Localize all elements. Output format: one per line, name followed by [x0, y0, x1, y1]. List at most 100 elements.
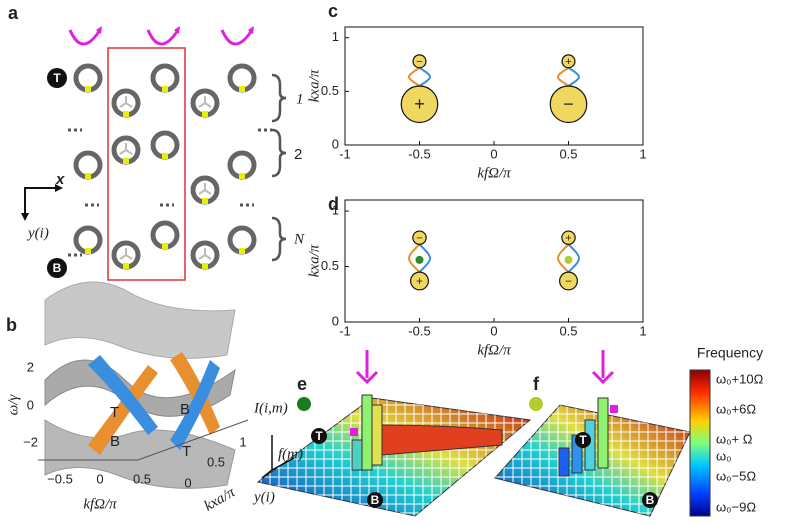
top-label: T: [579, 433, 587, 447]
x2-tick-label: 0: [184, 475, 191, 490]
panel-label: f: [533, 374, 540, 394]
y-axis-label: ω/γ: [5, 394, 21, 416]
lobe: [412, 230, 427, 245]
brace: [271, 73, 287, 262]
bottom-badge: [367, 492, 383, 508]
surface-label: B: [110, 433, 120, 450]
x-tick-label: 1: [639, 146, 646, 161]
axis-arrows: [261, 435, 295, 479]
group-label: 2: [294, 146, 302, 163]
probe-marker: [350, 428, 358, 436]
panel-label: c: [328, 1, 338, 21]
phase-mark: [119, 96, 133, 108]
x-tick-label: 0.5: [133, 471, 151, 486]
axis-arrows: [24, 187, 55, 213]
bar3d-e: [256, 350, 532, 517]
bar-tail: [381, 424, 503, 456]
coupler: [162, 86, 168, 92]
colorbar-label: ω₀+6Ω: [716, 401, 756, 416]
lobe-edge: [567, 243, 580, 273]
bar: [361, 394, 373, 471]
panel-label: e: [297, 374, 307, 394]
y-axis-label: y(i): [252, 489, 275, 505]
probe-marker: [610, 405, 618, 413]
lobe: [412, 54, 427, 69]
x2-tick-label: 1: [239, 434, 246, 449]
lobe-edge: [408, 66, 421, 87]
pump-arrow: [591, 350, 615, 385]
phase-mark: [119, 248, 133, 260]
colorbar-title: Frequency: [697, 345, 763, 361]
x-axis-label: x: [55, 171, 65, 188]
top-label: T: [315, 429, 323, 443]
lobe-edge: [418, 243, 431, 273]
x-tick-label: 0: [490, 323, 497, 338]
colorbar-label: ω₀: [716, 448, 732, 463]
panel-label: b: [6, 315, 17, 335]
bottom-label: B: [371, 493, 380, 507]
x-tick-label: -1: [339, 323, 351, 338]
coupler: [239, 173, 245, 179]
top-badge: [311, 428, 327, 444]
lobe-sign: −: [565, 276, 572, 288]
bottom-badge: [642, 492, 658, 508]
lattice: T B 1 2 N x y(i): [21, 26, 305, 281]
x-axis-label: kfΩ/π: [83, 496, 117, 512]
colorbar-label: ω₀−9Ω: [716, 499, 756, 514]
axis-arrow-head: [21, 184, 63, 221]
colorbar: [689, 369, 711, 517]
lobe-edge: [408, 243, 421, 273]
lobe: [549, 85, 588, 124]
y-tick-label: 1: [332, 29, 339, 44]
x-tick-label: 1: [639, 323, 646, 338]
bar: [558, 447, 570, 477]
pump-arrow: [355, 350, 379, 385]
x-tick-label: 0.5: [559, 323, 577, 338]
lobe-edge: [557, 66, 570, 87]
coupler: [239, 86, 245, 92]
bottom-label: B: [646, 493, 655, 507]
y-tick-label: 1: [332, 203, 339, 218]
x-axis-label: kfΩ/π: [477, 165, 511, 181]
top-badge: [575, 432, 591, 448]
coupler: [85, 173, 91, 179]
coupler: [239, 248, 245, 254]
colorbar-label: ω₀−5Ω: [716, 468, 756, 483]
coupler: [162, 153, 168, 159]
x-tick-label: −0.5: [47, 471, 73, 486]
y-axis-label: kxa/π: [306, 69, 322, 102]
x-tick-label: -0.5: [408, 323, 430, 338]
upper-band: [44, 281, 236, 359]
panel-label: a: [8, 3, 19, 23]
top-label: T: [53, 71, 61, 85]
colorbar-label: ω₀+10Ω: [716, 371, 764, 386]
lobe: [561, 230, 576, 245]
top-badge: [47, 68, 67, 88]
x-tick-label: -0.5: [408, 146, 430, 161]
x-axis-label: kfΩ/π: [477, 342, 511, 358]
group-label: 1: [296, 91, 304, 107]
pump-arrow-head: [96, 26, 254, 34]
lobe-sign: −: [563, 94, 574, 114]
state-dot: [297, 397, 311, 411]
bottom-badge: [47, 258, 67, 278]
colorbar-label: ω₀+ Ω: [716, 431, 753, 446]
lobe-edge: [557, 243, 570, 273]
bar: [597, 397, 609, 469]
state-dot: [529, 397, 543, 411]
y-tick-label: 0: [332, 136, 339, 151]
phase-mark: [198, 96, 212, 108]
plot-frame: [344, 199, 644, 323]
bar3d-f: [494, 350, 691, 517]
crossing-point: [415, 255, 424, 264]
lobe: [400, 85, 439, 124]
bottom-label: B: [53, 261, 62, 275]
panel-label: d: [328, 194, 339, 214]
coupler: [123, 158, 129, 164]
x-tick-label: 0: [96, 471, 103, 486]
lobe-sign: −: [416, 233, 422, 245]
y-axis-label: kxa/π: [306, 244, 322, 277]
lobe-sign: −: [416, 56, 422, 68]
unit-cell-box: [107, 47, 186, 281]
